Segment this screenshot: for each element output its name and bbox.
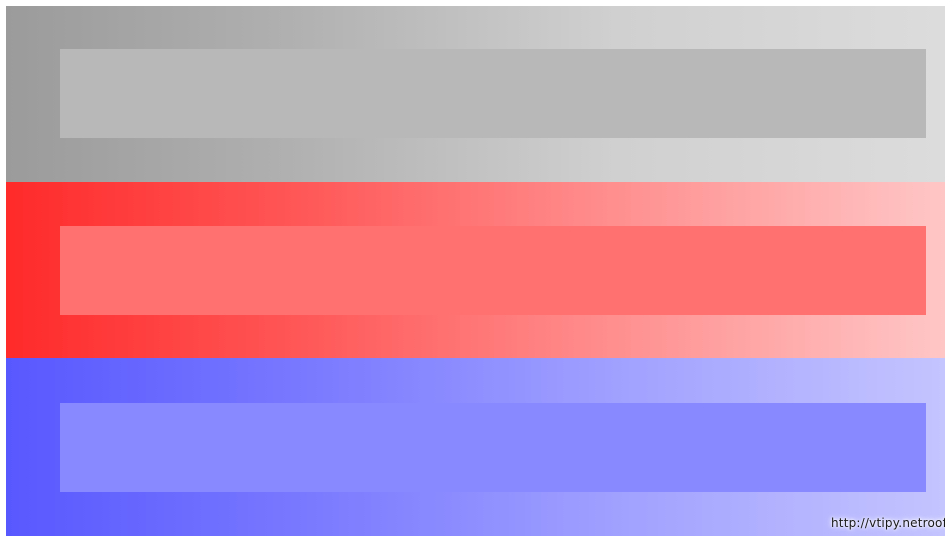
gray-uniform-bar — [60, 49, 926, 138]
gray-gradient-band — [6, 6, 945, 182]
red-gradient-band — [6, 182, 945, 358]
blue-gradient-band — [6, 358, 945, 536]
watermark-text: http://vtipy.netroof — [831, 516, 945, 530]
red-uniform-bar — [60, 226, 926, 315]
blue-uniform-bar — [60, 403, 926, 492]
